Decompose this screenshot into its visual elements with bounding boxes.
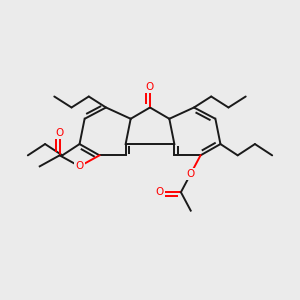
Text: O: O <box>155 187 164 197</box>
Text: O: O <box>75 161 84 171</box>
Text: O: O <box>146 82 154 92</box>
Text: O: O <box>187 169 195 179</box>
Text: O: O <box>56 128 64 138</box>
